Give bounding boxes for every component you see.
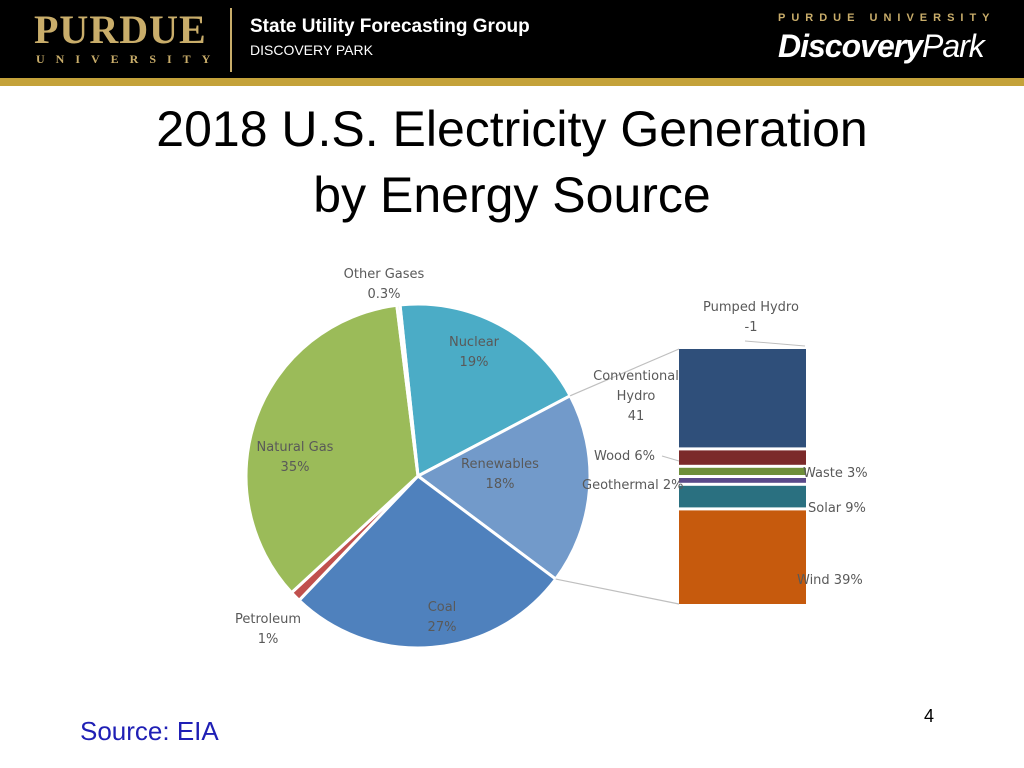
pie-slice-natural-gas [244, 303, 420, 595]
bar-segment-waste [679, 467, 806, 475]
pie-slice-coal [297, 474, 558, 650]
page-number: 4 [924, 706, 935, 726]
pie-value-nuclear: 19% [460, 355, 489, 370]
bar-label-conventional-hydro: Conventional [593, 369, 679, 384]
slide-title-line-2: by Energy Source [313, 167, 711, 223]
pumped-hydro-leader-line [744, 340, 806, 347]
group-name: State Utility Forecasting Group [250, 16, 530, 37]
pie-label-nuclear: Nuclear [449, 335, 500, 350]
bar-label-wind: Wind 39% [797, 573, 863, 588]
pie-slice-renewables [415, 393, 592, 582]
bar-label-solar: Solar 9% [808, 501, 866, 516]
park-text: Park [921, 28, 985, 64]
discovery-text: Discovery [778, 28, 923, 64]
bar-label-pumped-hydro-value: -1 [745, 320, 758, 335]
pie-value-petroleum: 1% [258, 632, 279, 647]
bar-label-geothermal: Geothermal 2% [582, 478, 683, 493]
pie-value-coal: 27% [428, 620, 457, 635]
slide-title-line-1: 2018 U.S. Electricity Generation [156, 101, 868, 157]
pie-value-renewables: 18% [486, 477, 515, 492]
bar-label-wood: Wood 6% [594, 449, 655, 464]
bar-segment-geothermal [679, 478, 806, 483]
header-divider [230, 8, 232, 72]
pie-label-other-gases: Other Gases [344, 267, 425, 282]
wood-leader-line [661, 455, 680, 462]
pie-slice-nuclear [398, 302, 573, 479]
bar-label-conventional-hydro-line2: Hydro [617, 389, 656, 404]
bar-value-conventional-hydro: 41 [628, 409, 645, 424]
slide-title: 2018 U.S. Electricity Generation by Ener… [0, 96, 1024, 228]
header-gold-rule [0, 78, 1024, 86]
purdue-wordmark: PURDUE [34, 7, 207, 52]
bar-segment-solar [679, 485, 806, 508]
header-bar [0, 0, 1024, 78]
purdue-university-text: UNIVERSITY [36, 52, 222, 66]
bar-label-pumped-hydro: Pumped Hydro [703, 300, 799, 315]
discovery-park-top-text: PURDUE UNIVERSITY [778, 12, 996, 24]
pie-value-other-gases: 0.3% [367, 287, 400, 302]
source-text: Source: EIA [80, 716, 219, 746]
bar-segment-wood [679, 450, 806, 465]
pie-label-renewables: Renewables [461, 457, 539, 472]
bar-segment-conventional-hydro [679, 349, 806, 448]
group-subtitle: DISCOVERY PARK [250, 42, 373, 58]
bar-segment-wind [679, 510, 806, 604]
connector-line-top [569, 348, 680, 397]
bar-label-waste: Waste 3% [803, 466, 868, 481]
connector-line-bottom [555, 578, 680, 605]
pie-label-petroleum: Petroleum [235, 612, 301, 627]
pie-value-natural-gas: 35% [281, 460, 310, 475]
discovery-park-logo: DiscoveryPark [778, 28, 985, 65]
pie-label-natural-gas: Natural Gas [257, 440, 334, 455]
pie-slice-other-gases [395, 303, 420, 477]
pie-label-coal: Coal [428, 600, 457, 615]
